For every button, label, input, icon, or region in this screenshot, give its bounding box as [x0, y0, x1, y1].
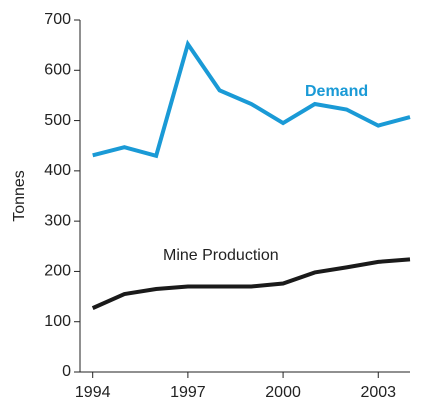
x-tick-label: 1994	[75, 384, 111, 401]
y-tick-label: 400	[44, 162, 71, 179]
y-tick-label: 500	[44, 112, 71, 129]
y-tick-label: 0	[62, 363, 71, 380]
y-axis-label: Tonnes	[11, 170, 28, 222]
series-label: Demand	[305, 83, 368, 100]
y-tick-label: 300	[44, 212, 71, 229]
y-tick-label: 100	[44, 313, 71, 330]
y-tick-label: 600	[44, 62, 71, 79]
x-tick-label: 1997	[170, 384, 206, 401]
series-line	[92, 39, 411, 159]
series-line	[91, 257, 411, 310]
y-tick-label: 700	[44, 11, 71, 28]
x-tick-label: 2003	[360, 384, 396, 401]
series-label: Mine Production	[163, 247, 279, 264]
y-tick-label: 200	[44, 263, 71, 280]
x-tick-label: 2000	[265, 384, 301, 401]
